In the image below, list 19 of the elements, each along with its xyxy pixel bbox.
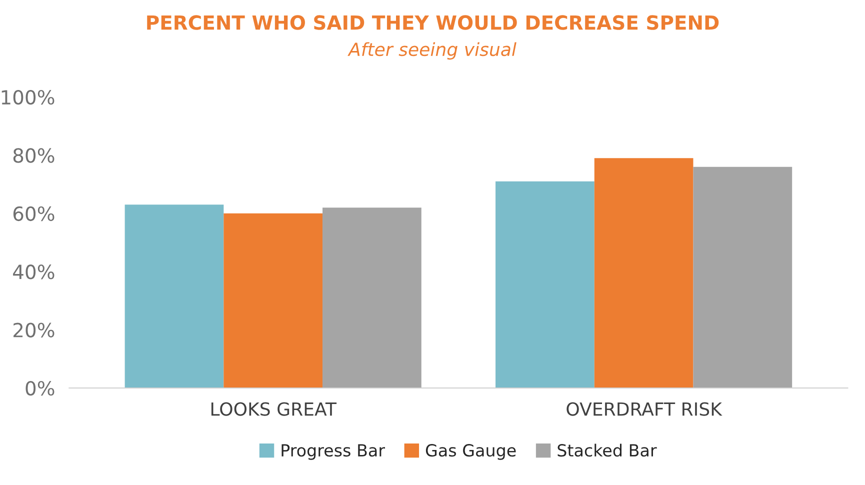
bar [496, 181, 594, 388]
chart-title: PERCENT WHO SAID THEY WOULD DECREASE SPEND [147, 15, 719, 30]
x-tick-label: LOOKS GREAT [211, 402, 337, 416]
x-tick-label: OVERDRAFT RISK [566, 402, 722, 416]
y-tick-label: 20% [14, 322, 54, 338]
bar [224, 213, 323, 388]
legend-label: Gas Gauge [426, 444, 516, 460]
y-tick-label: 40% [13, 264, 54, 280]
bar [124, 204, 224, 388]
legend-label: Stacked Bar [558, 444, 657, 457]
legend-label: Progress Bar [282, 444, 385, 460]
y-tick-label: 60% [13, 206, 54, 222]
y-tick-label: 80% [13, 148, 54, 163]
bar [594, 158, 694, 388]
bar [693, 166, 792, 388]
y-tick-label: 100% [2, 90, 54, 105]
y-tick-label: 0% [26, 380, 54, 396]
bar [322, 208, 422, 388]
chart-subtitle: After seeing visual [348, 42, 516, 60]
